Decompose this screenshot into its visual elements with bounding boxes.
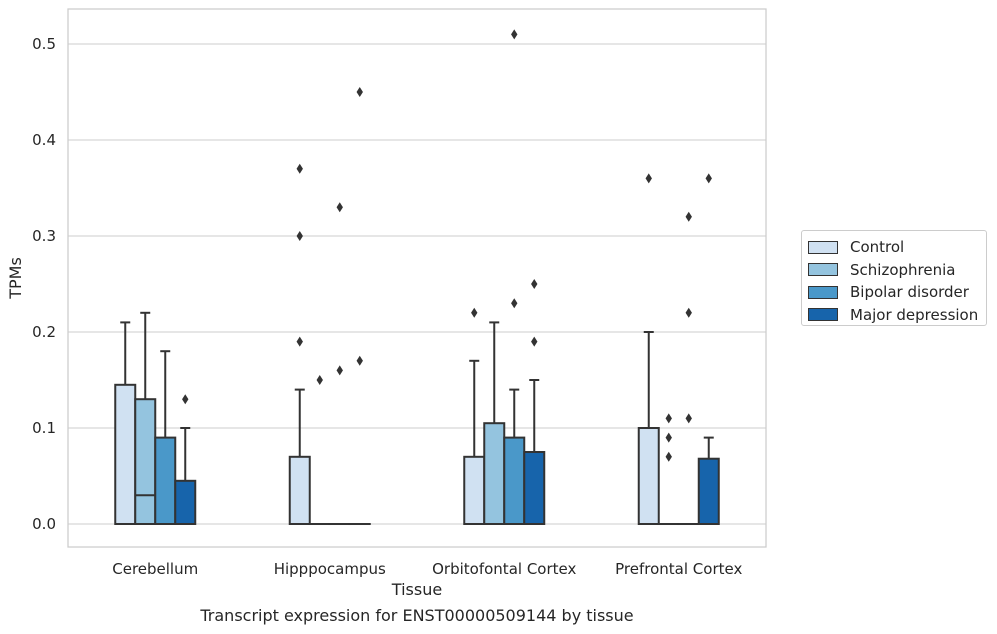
box-control: [288, 163, 311, 525]
legend-label: Control: [850, 238, 905, 257]
y-tick-label: 0.3: [32, 227, 56, 245]
box-body: [463, 455, 486, 525]
y-tick-label: 0.0: [32, 515, 56, 533]
box-major-depression: [697, 173, 720, 525]
outlier-point: [511, 29, 518, 40]
y-tick-labels: 0.0 0.1 0.2 0.3 0.4 0.5: [32, 35, 56, 533]
box-major-depression: [174, 394, 197, 525]
x-tick-label: Prefrontal Cortex: [615, 560, 742, 578]
legend-label: Major depression: [850, 305, 979, 324]
outlier-point: [296, 336, 303, 347]
outlier-point: [316, 375, 323, 385]
box-body: [503, 436, 526, 526]
outlier-point: [531, 336, 538, 347]
box-body: [637, 427, 660, 525]
outlier-point: [665, 432, 672, 443]
box-body: [288, 455, 311, 525]
legend-swatch: [808, 240, 838, 254]
outlier-point: [296, 163, 303, 174]
legend-item: Schizophrenia: [808, 259, 986, 282]
y-tick-label: 0.5: [32, 35, 56, 53]
x-axis-label: Tissue: [391, 580, 442, 599]
box-body: [174, 479, 197, 525]
legend-item: Bipolar disorder: [808, 281, 986, 304]
box-bipolar-disorder: [677, 211, 700, 526]
box-schizophrenia: [483, 321, 506, 526]
outlier-point: [471, 307, 478, 318]
box-body: [483, 422, 506, 526]
legend-label: Bipolar disorder: [850, 283, 969, 302]
outlier-point: [685, 307, 692, 318]
x-tick-label: Orbitofontal Cortex: [432, 560, 576, 578]
outlier-point: [685, 413, 692, 424]
box-body: [114, 383, 137, 525]
outlier-point: [356, 355, 363, 366]
outlier-point: [182, 394, 189, 405]
legend-item: Major depression: [808, 304, 986, 327]
y-tick-label: 0.4: [32, 131, 56, 149]
outlier-point: [511, 298, 518, 309]
chart-caption: Transcript expression for ENST0000050914…: [200, 606, 634, 625]
box-bipolar-disorder: [503, 29, 526, 526]
y-axis-label: TPMs: [6, 257, 25, 300]
outlier-point: [665, 451, 672, 462]
box-schizophrenia: [308, 375, 331, 526]
x-tick-labels: Cerebellum Hipppocampus Orbitofontal Corte…: [112, 560, 742, 578]
legend-swatch: [808, 263, 838, 277]
outlier-point: [356, 87, 363, 97]
box-body: [697, 457, 720, 525]
box-body: [523, 451, 546, 525]
box-bipolar-disorder: [154, 350, 177, 526]
box-bipolar-disorder: [328, 202, 351, 526]
outlier-point: [665, 413, 672, 424]
legend-swatch: [808, 285, 838, 299]
box-control: [637, 173, 660, 525]
box-major-depression: [348, 87, 371, 526]
box-body: [154, 436, 177, 526]
boxes: [114, 29, 720, 526]
box-major-depression: [523, 279, 546, 525]
box-schizophrenia: [134, 311, 157, 526]
outlier-point: [336, 202, 343, 213]
x-tick-label: Cerebellum: [112, 560, 198, 578]
legend-label: Schizophrenia: [850, 260, 956, 279]
box-control: [463, 307, 486, 525]
outlier-point: [685, 211, 692, 222]
outlier-point: [336, 365, 343, 376]
legend-swatch: [808, 308, 838, 322]
plot-frame: [67, 8, 767, 548]
outlier-point: [645, 173, 652, 184]
outlier-point: [531, 279, 538, 289]
outlier-point: [705, 173, 712, 184]
box-schizophrenia: [657, 413, 680, 526]
legend-item: Control: [808, 236, 986, 259]
outlier-point: [296, 231, 303, 241]
box-body: [134, 398, 157, 526]
x-tick-label: Hipppocampus: [274, 560, 386, 578]
box-control: [114, 321, 137, 525]
legend: Control Schizophrenia Bipolar disorder Majo…: [801, 230, 987, 326]
y-tick-label: 0.2: [32, 323, 56, 341]
y-tick-label: 0.1: [32, 419, 56, 437]
